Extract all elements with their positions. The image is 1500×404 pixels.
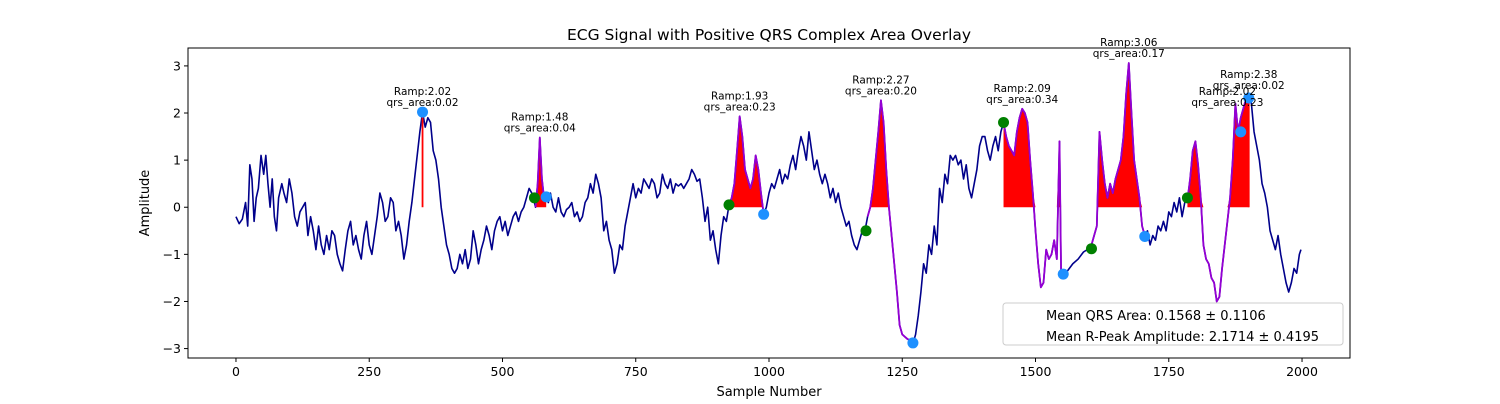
- y-tick-label: 0: [173, 200, 181, 215]
- annotation-ramp-label: Ramp:1.48: [511, 112, 568, 124]
- x-tick-label: 0: [232, 364, 240, 379]
- annotation-qrs-area-label: qrs_area:0.23: [1191, 97, 1263, 109]
- qrs-onset-marker-3: [860, 225, 872, 237]
- annotation-ramp-label: Ramp:2.38: [1220, 69, 1277, 81]
- qrs-segment-2: [728, 115, 765, 215]
- legend-entry-mean-qrs-area: Mean QRS Area: 0.1568 ± 0.1106: [1046, 309, 1266, 324]
- qrs-area-fill-3: [867, 100, 913, 208]
- y-tick-label: 3: [173, 58, 181, 73]
- qrs-onset-marker-2: [723, 199, 735, 211]
- y-tick-label: 1: [173, 153, 181, 168]
- legend: Mean QRS Area: 0.1568 ± 0.1106 Mean R-Pe…: [1002, 302, 1344, 346]
- x-tick-label: 1750: [1153, 364, 1185, 379]
- x-tick-label: 2000: [1286, 364, 1318, 379]
- qrs-segment-4: [1002, 107, 1064, 289]
- annotation-qrs-area-label: qrs_area:0.04: [504, 123, 576, 135]
- qrs-area-fill-5: [1091, 63, 1145, 208]
- qrs-offset-marker-8: [1243, 92, 1255, 104]
- annotation-qrs-area-label: qrs_area:0.20: [845, 85, 917, 97]
- qrs-offset-marker-4: [907, 337, 919, 349]
- chart-title: ECG Signal with Positive QRS Complex Are…: [567, 26, 971, 44]
- qrs-offset-marker-6: [1139, 230, 1151, 242]
- y-axis: −3 −2 −1 0 1 2 3: [163, 58, 188, 356]
- x-tick-label: 1500: [1020, 364, 1052, 379]
- qrs-area-fill-6: [1187, 95, 1249, 208]
- legend-box: [1002, 302, 1344, 346]
- y-axis-label: Amplitude: [138, 170, 153, 237]
- qrs-area-fill-4: [1003, 108, 1064, 208]
- plot-area: Ramp:2.02qrs_area:0.02Ramp:1.48qrs_area:…: [235, 37, 1302, 349]
- annotation-ramp-label: Ramp:2.09: [994, 83, 1051, 95]
- x-tick-label: 750: [624, 364, 648, 379]
- annotation-ramp-label: Ramp:2.27: [852, 74, 909, 86]
- y-tick-label: −1: [163, 247, 181, 262]
- annotation-ramp-label: Ramp:2.02: [1199, 86, 1256, 98]
- y-tick-label: −3: [163, 341, 181, 356]
- legend-entry-mean-rpeak-amplitude: Mean R-Peak Amplitude: 2.1714 ± 0.4195: [1046, 330, 1319, 345]
- annotation-ramp-label: Ramp:2.02: [394, 86, 451, 98]
- qrs-offset-marker-3: [758, 208, 770, 220]
- annotation-qrs-area-label: qrs_area:0.17: [1093, 48, 1165, 60]
- annotation-qrs-area-label: qrs_area:0.02: [387, 97, 459, 109]
- y-tick-label: −2: [163, 294, 181, 309]
- qrs-area-fill-2: [729, 116, 764, 208]
- annotation-qrs-area-label: qrs_area:0.23: [704, 101, 776, 113]
- x-tick-label: 1000: [753, 364, 785, 379]
- x-tick-label: 250: [357, 364, 381, 379]
- qrs-onset-marker-6: [1181, 192, 1193, 204]
- qrs-offset-marker-5: [1057, 268, 1069, 280]
- x-tick-label: 500: [491, 364, 515, 379]
- x-tick-label: 1250: [886, 364, 918, 379]
- annotation-ramp-label: Ramp:1.93: [711, 90, 768, 102]
- qrs-offset-marker-7: [1235, 126, 1247, 138]
- x-axis: 0 250 500 750 1000 1250 1500 1750 2000: [232, 358, 1318, 379]
- qrs-onset-marker-1: [528, 192, 540, 204]
- annotation-ramp-label: Ramp:3.06: [1100, 37, 1158, 49]
- qrs-segment-5: [1090, 62, 1146, 246]
- annotation-qrs-area-label: qrs_area:0.34: [986, 94, 1058, 106]
- x-axis-label: Sample Number: [716, 385, 822, 400]
- qrs-onset-marker-5: [1085, 243, 1097, 255]
- y-tick-label: 2: [173, 106, 181, 121]
- qrs-offset-marker-2: [540, 191, 552, 203]
- qrs-offset-marker-1: [417, 106, 429, 118]
- qrs-onset-marker-4: [998, 116, 1010, 128]
- qrs-segment-3: [866, 99, 914, 345]
- annotation-qrs-area-label: qrs_area:0.02: [1213, 80, 1285, 92]
